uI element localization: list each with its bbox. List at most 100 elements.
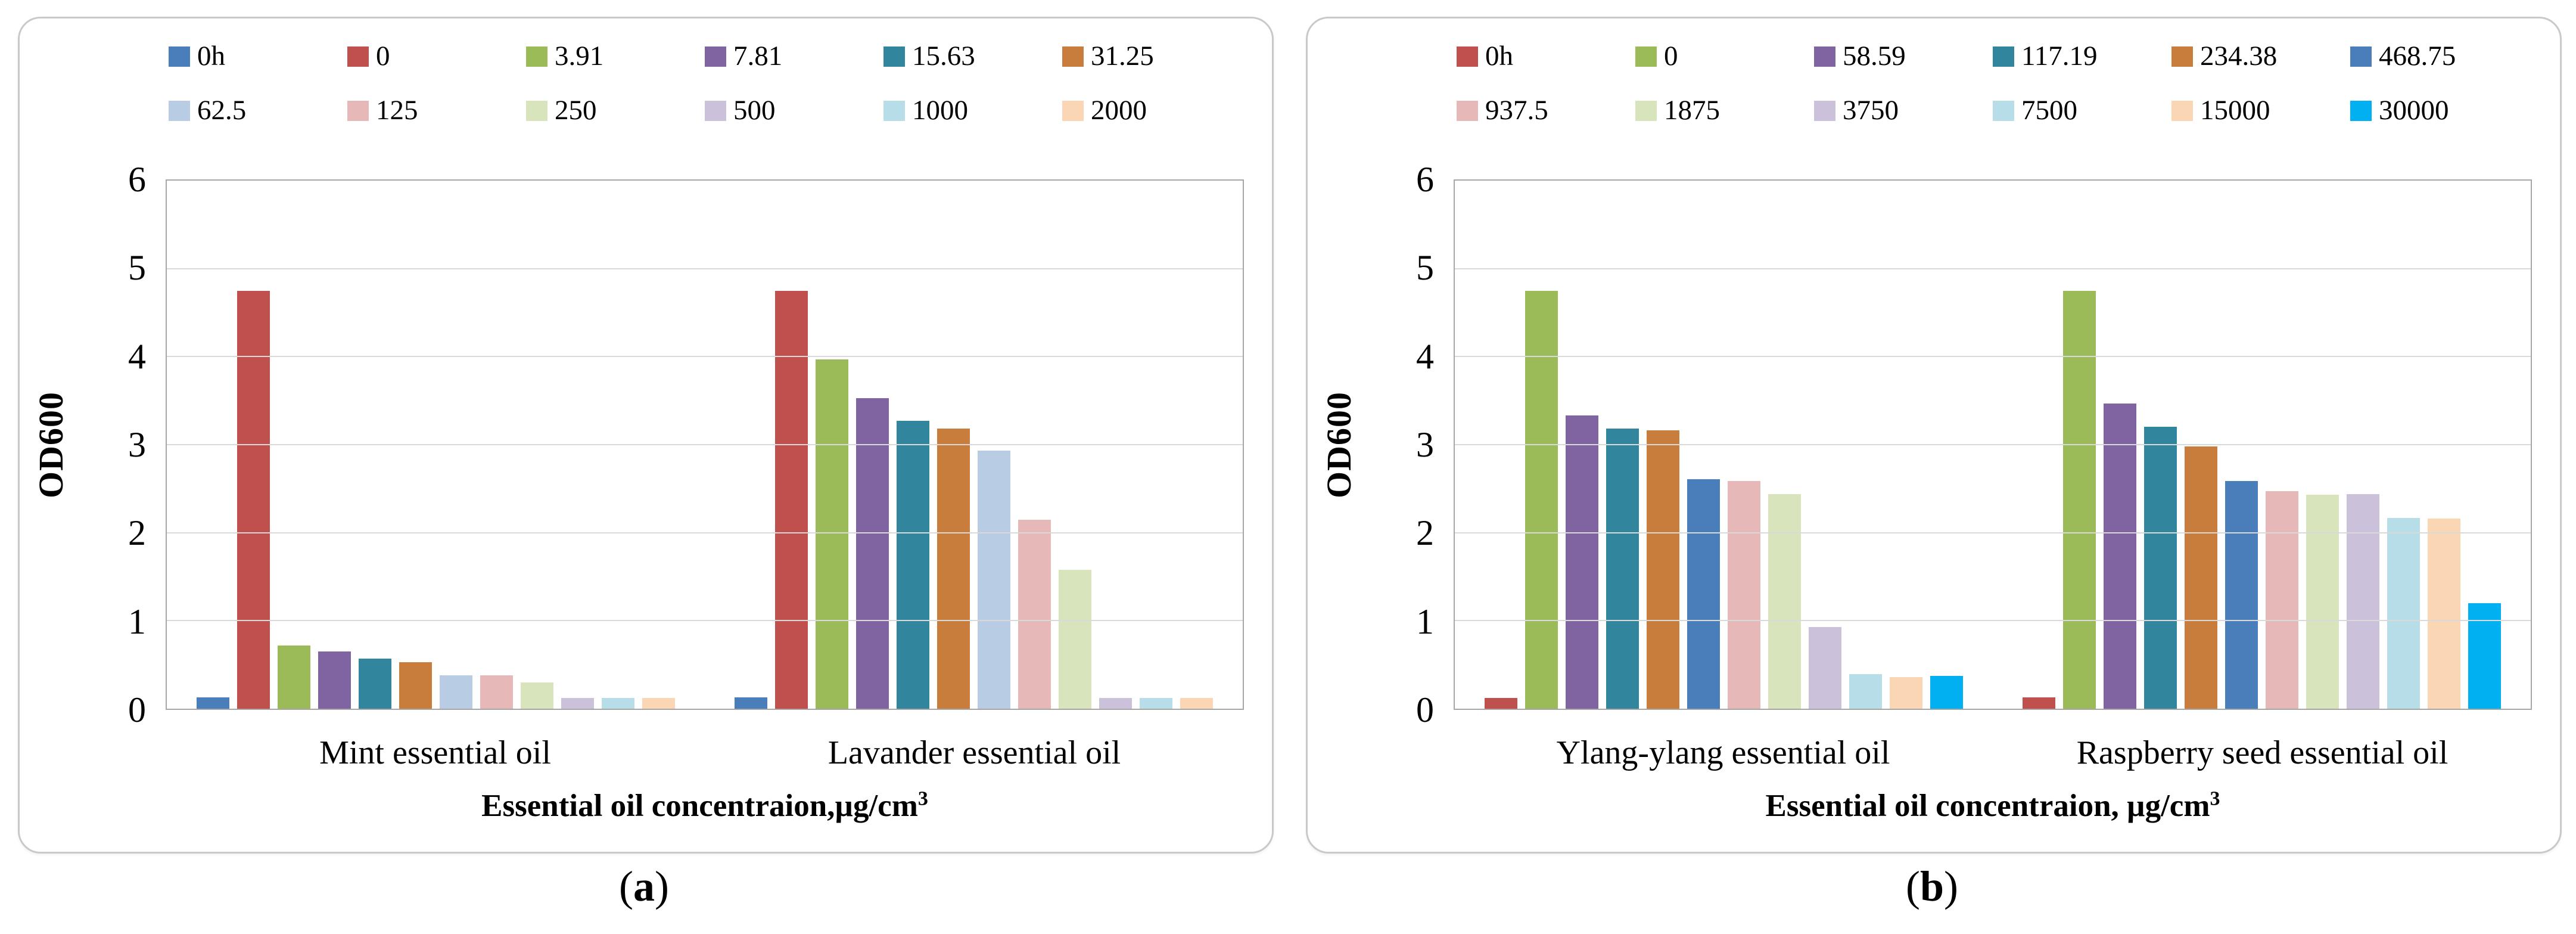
legend-label: 0h [1485, 41, 1513, 72]
legend-item: 500 [705, 97, 883, 125]
gridline [167, 268, 1243, 269]
plot-area [166, 179, 1244, 710]
bar [561, 698, 594, 709]
legend-swatch-icon [2350, 100, 2372, 121]
y-tick-label: 1 [1416, 601, 1434, 641]
bar [278, 645, 310, 709]
legend-item: 234.38 [2171, 42, 2350, 70]
legend-item: 0h [1457, 42, 1635, 70]
legend-swatch-icon [347, 100, 369, 121]
y-tick-label: 6 [1416, 160, 1434, 199]
legend-swatch-icon [2171, 100, 2193, 121]
x-axis-title-superscript: 3 [917, 787, 928, 810]
legend-swatch-icon [1993, 46, 2014, 67]
bar-groups [167, 181, 1243, 709]
legend: 0h 0 3.91 7.81 15.63 [166, 42, 1244, 125]
bar [2306, 495, 2339, 709]
caption-b-open: ( [1905, 862, 1920, 910]
x-axis-title: Essential oil concentraion,µg/cm3 [166, 789, 1244, 823]
gridline [1455, 356, 2531, 358]
x-axis-title-text: Essential oil concentraion, µg/cm [1765, 789, 2210, 823]
bar [2468, 603, 2501, 709]
caption-a: (a) [18, 862, 1270, 910]
bar [602, 698, 634, 709]
caption-a-open: ( [619, 862, 633, 910]
bar [937, 429, 970, 709]
group-label: Mint essential oil [319, 734, 551, 771]
legend-swatch-icon [705, 100, 726, 121]
legend-item: 58.59 [1814, 42, 1993, 70]
legend-item: 15000 [2171, 97, 2350, 125]
bar [1930, 676, 1963, 709]
bar-group [1455, 181, 1993, 709]
caption-a-close: ) [655, 862, 669, 910]
bar [2387, 517, 2420, 709]
legend-label: 2000 [1091, 95, 1147, 126]
legend-label: 234.38 [2200, 41, 2278, 72]
legend-label: 30000 [2379, 95, 2449, 126]
legend-label: 0h [197, 41, 225, 72]
bar [1140, 698, 1172, 709]
y-tick-label: 2 [128, 513, 146, 553]
legend-swatch-icon [1814, 100, 1835, 121]
bar [1566, 415, 1598, 709]
legend-label: 117.19 [2021, 41, 2098, 72]
bar [1728, 480, 1760, 709]
legend-label: 7500 [2021, 95, 2077, 126]
legend-label: 937.5 [1485, 95, 1548, 126]
x-axis-title: Essential oil concentraion, µg/cm3 [1454, 789, 2532, 823]
bar [237, 290, 270, 709]
bar [897, 421, 929, 709]
legend-swatch-icon [526, 100, 547, 121]
bar [1485, 698, 1517, 709]
bar [1099, 698, 1132, 709]
legend-swatch-icon [2350, 46, 2372, 67]
bar [1890, 677, 1922, 709]
group-label: Lavander essential oil [827, 734, 1121, 771]
y-tick-label: 0 [1416, 690, 1434, 730]
legend-label: 62.5 [197, 95, 247, 126]
legend-swatch-icon [347, 46, 369, 67]
legend-item: 0 [347, 42, 526, 70]
gridline [1455, 268, 2531, 269]
legend-swatch-icon [1635, 46, 1657, 67]
bar [359, 658, 391, 709]
y-tick-label: 4 [1416, 336, 1434, 376]
x-category-labels: Mint essential oil Lavander essential oi… [166, 734, 1244, 772]
gridline [167, 532, 1243, 533]
legend-item: 0h [169, 42, 347, 70]
y-tick-label: 0 [128, 690, 146, 730]
x-axis-title-superscript: 3 [2210, 787, 2220, 810]
y-tick-label: 5 [128, 248, 146, 288]
bar [2266, 491, 2298, 709]
legend-swatch-icon [1457, 100, 1478, 121]
bar [1809, 626, 1841, 709]
bar [2063, 290, 2096, 709]
legend-label: 1000 [912, 95, 968, 126]
y-tick-label: 5 [1416, 248, 1434, 288]
bar [480, 675, 513, 709]
legend-swatch-icon [1062, 100, 1084, 121]
legend-swatch-icon [1457, 46, 1478, 67]
bar [2347, 494, 2379, 709]
legend-item: 250 [526, 97, 705, 125]
bar [1647, 430, 1679, 709]
bar [1606, 429, 1639, 709]
gridline [167, 620, 1243, 622]
legend-label: 3.91 [555, 41, 604, 72]
legend-label: 0 [1664, 41, 1678, 72]
legend-label: 31.25 [1091, 41, 1154, 72]
bar [440, 675, 472, 709]
legend-label: 7.81 [733, 41, 783, 72]
legend-label: 500 [733, 95, 776, 126]
legend-swatch-icon [1635, 100, 1657, 121]
bar [2104, 403, 2136, 709]
legend-swatch-icon [1993, 100, 2014, 121]
legend-item: 125 [347, 97, 526, 125]
legend-label: 468.75 [2379, 41, 2456, 72]
y-tick-label: 3 [128, 425, 146, 464]
legend-item: 468.75 [2350, 42, 2529, 70]
legend: 0h 0 58.59 117.19 234.38 [1454, 42, 2532, 125]
bar [642, 698, 675, 709]
bar [1059, 569, 1091, 709]
